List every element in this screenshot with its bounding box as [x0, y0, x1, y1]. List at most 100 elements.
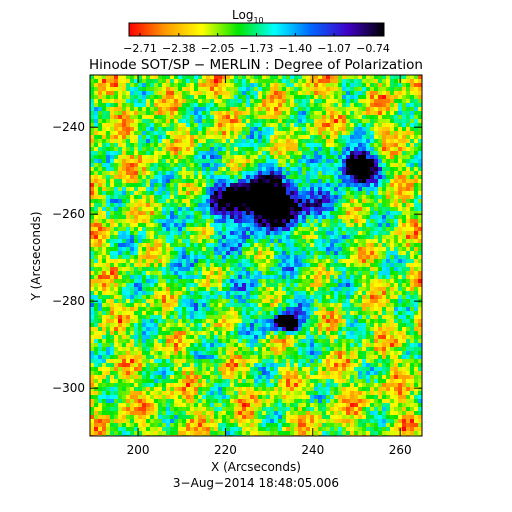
heatmap-cell	[162, 283, 166, 287]
heatmap-cell	[118, 119, 122, 123]
heatmap-cell	[114, 211, 118, 215]
heatmap-cell	[110, 179, 114, 183]
heatmap-cell	[102, 83, 106, 87]
heatmap-cell	[102, 139, 106, 143]
heatmap-cell	[410, 119, 414, 123]
heatmap-cell	[326, 295, 330, 299]
heatmap-cell	[206, 203, 210, 207]
heatmap-cell	[282, 239, 286, 243]
heatmap-cell	[338, 143, 342, 147]
heatmap-cell	[118, 87, 122, 91]
heatmap-cell	[162, 135, 166, 139]
heatmap-cell	[146, 295, 150, 299]
heatmap-cell	[338, 283, 342, 287]
heatmap-cell	[330, 179, 334, 183]
heatmap-cell	[122, 303, 126, 307]
heatmap-cell	[278, 179, 282, 183]
heatmap-cell	[242, 223, 246, 227]
heatmap-cell	[222, 75, 226, 79]
heatmap-cell	[162, 303, 166, 307]
heatmap-cell	[278, 199, 282, 203]
heatmap-cell	[150, 283, 154, 287]
heatmap-cell	[322, 127, 326, 131]
heatmap-cell	[270, 191, 274, 195]
heatmap-cell	[282, 235, 286, 239]
heatmap-cell	[414, 311, 418, 315]
heatmap-cell	[418, 271, 422, 275]
heatmap-cell	[290, 283, 294, 287]
heatmap-cell	[358, 179, 362, 183]
heatmap-cell	[198, 207, 202, 211]
heatmap-cell	[194, 231, 198, 235]
heatmap-cell	[310, 295, 314, 299]
heatmap-cell	[322, 311, 326, 315]
heatmap-cell	[210, 219, 214, 223]
heatmap-cell	[154, 307, 158, 311]
heatmap-cell	[206, 223, 210, 227]
heatmap-cell	[326, 307, 330, 311]
heatmap-cell	[370, 183, 374, 187]
heatmap-cell	[90, 263, 94, 267]
heatmap-cell	[246, 115, 250, 119]
heatmap-cell	[362, 243, 366, 247]
heatmap-cell	[414, 231, 418, 235]
colorbar-tick-label: −2.38	[162, 42, 196, 55]
heatmap-cell	[258, 203, 262, 207]
heatmap-cell	[142, 271, 146, 275]
heatmap-cell	[90, 131, 94, 135]
heatmap-cell	[214, 95, 218, 99]
heatmap-cell	[414, 131, 418, 135]
heatmap-cell	[102, 243, 106, 247]
heatmap-cell	[286, 247, 290, 251]
heatmap-cell	[358, 163, 362, 167]
heatmap-cell	[90, 307, 94, 311]
heatmap-cell	[234, 203, 238, 207]
heatmap-cell	[226, 107, 230, 111]
heatmap-cell	[234, 79, 238, 83]
heatmap-cell	[374, 287, 378, 291]
heatmap-cell	[122, 247, 126, 251]
heatmap-cell	[378, 103, 382, 107]
heatmap-cell	[118, 303, 122, 307]
heatmap-cell	[322, 239, 326, 243]
heatmap-cell	[302, 147, 306, 151]
heatmap-cell	[370, 307, 374, 311]
heatmap-cell	[418, 79, 422, 83]
heatmap-cell	[286, 287, 290, 291]
heatmap-cell	[278, 303, 282, 307]
heatmap-cell	[110, 159, 114, 163]
heatmap-cell	[298, 195, 302, 199]
heatmap-cell	[310, 91, 314, 95]
heatmap-cell	[330, 127, 334, 131]
heatmap-cell	[114, 155, 118, 159]
heatmap-cell	[406, 155, 410, 159]
heatmap-cell	[250, 215, 254, 219]
heatmap-cell	[162, 127, 166, 131]
heatmap-cell	[130, 251, 134, 255]
heatmap-cell	[374, 99, 378, 103]
heatmap-cell	[126, 259, 130, 263]
heatmap-cell	[182, 243, 186, 247]
heatmap-cell	[174, 235, 178, 239]
heatmap-cell	[202, 199, 206, 203]
heatmap-cell	[310, 123, 314, 127]
heatmap-cell	[114, 239, 118, 243]
heatmap-cell	[146, 283, 150, 287]
heatmap-cell	[266, 191, 270, 195]
heatmap-cell	[378, 259, 382, 263]
heatmap-cell	[250, 111, 254, 115]
heatmap-cell	[202, 79, 206, 83]
heatmap-cell	[182, 135, 186, 139]
heatmap-cell	[346, 243, 350, 247]
heatmap-cell	[334, 139, 338, 143]
heatmap-cell	[382, 175, 386, 179]
heatmap-cell	[210, 199, 214, 203]
heatmap-cell	[146, 215, 150, 219]
heatmap-cell	[358, 191, 362, 195]
heatmap-cell	[258, 303, 262, 307]
heatmap-cell	[338, 175, 342, 179]
heatmap-cell	[390, 251, 394, 255]
heatmap-cell	[314, 211, 318, 215]
heatmap-cell	[290, 75, 294, 79]
heatmap-cell	[186, 239, 190, 243]
